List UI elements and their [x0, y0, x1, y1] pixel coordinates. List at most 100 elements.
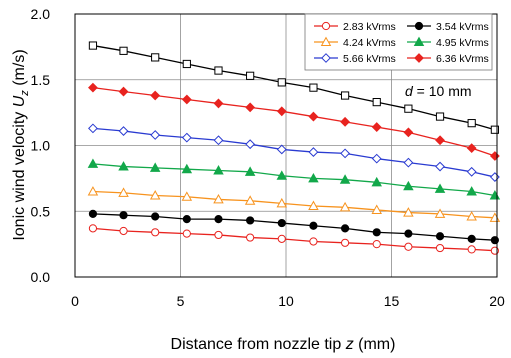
data-point	[151, 53, 160, 62]
data-point	[340, 148, 350, 159]
data-point	[277, 78, 286, 87]
series-line	[92, 86, 496, 157]
data-point	[435, 135, 445, 146]
legend-marker	[320, 36, 332, 47]
data-point	[339, 201, 351, 212]
data-point	[435, 161, 445, 172]
legend-marker	[321, 53, 331, 63]
data-point	[246, 216, 255, 225]
data-point	[371, 204, 382, 214]
legend-item: 2.83 kVrms	[314, 21, 396, 33]
legend: 2.83 kVrms 3.54 kVrms 4.24 kVrms 4.95 kVrms…	[304, 13, 493, 71]
y-axis-label-unit: (m/s)	[11, 49, 28, 90]
data-point	[467, 245, 476, 254]
series-2	[87, 186, 501, 222]
data-point	[308, 200, 319, 211]
data-point	[118, 86, 129, 97]
data-point	[466, 186, 477, 196]
data-point	[403, 127, 414, 138]
data-point	[434, 208, 446, 218]
x-axis-label: Distance from nozzle tip z (mm)	[171, 336, 396, 353]
data-point	[88, 82, 98, 93]
data-point	[182, 229, 191, 238]
legend-label: 2.83 kVrms	[343, 21, 396, 33]
series-line	[92, 227, 495, 252]
data-point	[244, 195, 256, 205]
data-point	[340, 91, 350, 100]
data-point	[213, 193, 224, 204]
data-point	[118, 187, 129, 197]
series-line	[92, 213, 495, 241]
data-point	[339, 174, 351, 184]
data-point	[88, 224, 98, 233]
y-tick-label: 2.0	[31, 6, 51, 22]
data-point	[119, 226, 128, 236]
x-tick-label: 10	[278, 293, 294, 309]
legend-marker	[321, 21, 331, 31]
data-point	[404, 229, 413, 238]
data-point	[182, 59, 191, 69]
data-point	[489, 172, 500, 182]
legend-label: 6.36 kVrms	[436, 53, 489, 65]
data-point	[182, 215, 191, 224]
legend-item: 4.95 kVrms	[407, 36, 489, 49]
data-point	[118, 161, 129, 171]
y-axis-label-var: U	[11, 95, 28, 107]
data-point	[87, 186, 99, 196]
y-tick-label: 1.0	[31, 138, 51, 154]
data-point	[276, 170, 288, 180]
data-point	[372, 228, 381, 237]
y-tick-label: 0.5	[31, 203, 51, 219]
data-point	[308, 147, 319, 157]
data-point	[467, 119, 476, 128]
data-point	[150, 130, 161, 140]
data-point	[150, 90, 161, 101]
data-point	[244, 166, 256, 176]
data-point	[435, 112, 445, 121]
series-5	[88, 82, 500, 161]
legend-marker	[414, 53, 424, 63]
data-point	[87, 158, 99, 168]
series-3	[87, 158, 501, 200]
data-point	[403, 207, 414, 217]
data-point	[371, 153, 382, 164]
x-tick-label: 5	[177, 293, 185, 309]
data-point	[309, 83, 318, 92]
data-point	[340, 116, 350, 127]
x-tick-label: 20	[489, 293, 505, 309]
legend-item: 4.24 kVrms	[314, 36, 396, 49]
legend-label: 3.54 kVrms	[436, 21, 489, 33]
data-point	[403, 180, 414, 191]
y-tick-label: 1.5	[31, 72, 51, 88]
data-point	[213, 98, 224, 109]
data-point	[489, 151, 500, 161]
data-point	[88, 209, 98, 218]
data-point	[340, 224, 350, 233]
data-point	[214, 230, 223, 240]
x-tick-label: 15	[384, 293, 400, 309]
legend-marker	[414, 21, 424, 31]
data-point	[309, 237, 318, 246]
plot-frame	[74, 13, 498, 278]
data-point	[181, 191, 193, 201]
data-point	[246, 71, 255, 80]
data-point	[490, 125, 499, 134]
data-point	[308, 172, 319, 183]
series-6	[88, 41, 499, 134]
x-axis-label-var: z	[345, 336, 354, 353]
data-point	[435, 243, 445, 253]
annotation: d = 10 mm	[405, 83, 472, 99]
legend-label: 5.66 kVrms	[343, 53, 396, 65]
data-point	[214, 66, 223, 75]
series-layer	[87, 41, 501, 255]
y-axis-label-prefix: Ionic wind velocity	[11, 107, 28, 240]
series-line	[92, 163, 495, 197]
data-point	[340, 238, 350, 247]
x-axis-label-unit: (mm)	[354, 336, 396, 353]
data-point	[276, 197, 288, 208]
data-point	[245, 102, 256, 113]
y-tick-label: 0.0	[31, 269, 51, 285]
series-4	[88, 123, 500, 182]
data-point	[467, 234, 476, 243]
